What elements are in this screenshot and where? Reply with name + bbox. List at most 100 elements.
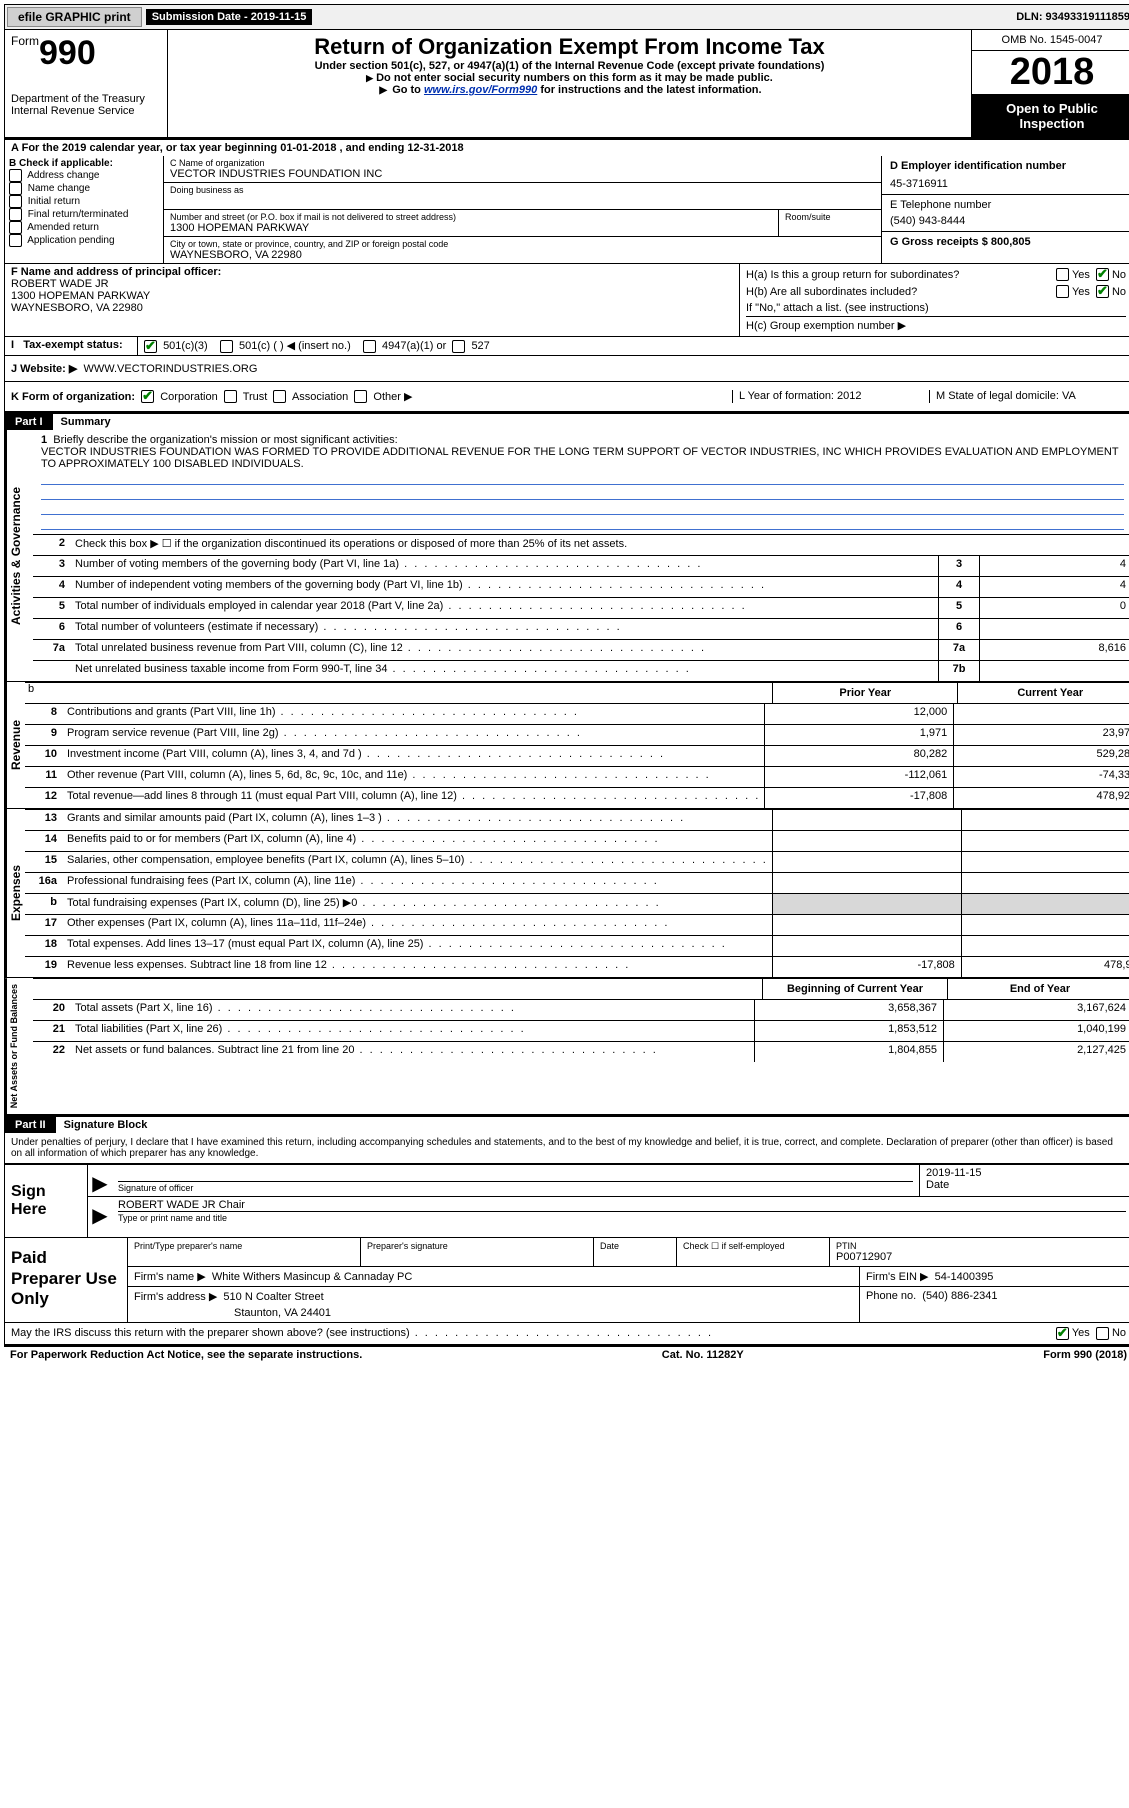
phone-label: Phone no. bbox=[866, 1290, 916, 1302]
row-i: I Tax-exempt status: 501(c)(3) 501(c) ( … bbox=[4, 337, 1129, 356]
discuss-no-checkbox[interactable] bbox=[1096, 1327, 1109, 1340]
column-b: B Check if applicable: Address change Na… bbox=[5, 156, 164, 263]
corp-checkbox[interactable] bbox=[141, 390, 154, 403]
hb-no-checkbox[interactable] bbox=[1096, 285, 1109, 298]
k-label: K Form of organization: bbox=[11, 391, 135, 403]
hc-label: H(c) Group exemption number ▶ bbox=[746, 319, 906, 332]
b-option: Initial return bbox=[9, 195, 159, 208]
summary-line: 5Total number of individuals employed in… bbox=[33, 597, 1129, 618]
opt-other: Other ▶ bbox=[373, 391, 412, 403]
org-city: WAYNESBORO, VA 22980 bbox=[170, 249, 875, 261]
footer-left: For Paperwork Reduction Act Notice, see … bbox=[10, 1349, 362, 1361]
b-checkbox[interactable] bbox=[9, 169, 22, 182]
d-label: D Employer identification number bbox=[890, 160, 1124, 172]
501c-checkbox[interactable] bbox=[220, 340, 233, 353]
discuss-yes-checkbox[interactable] bbox=[1056, 1327, 1069, 1340]
firm-addr2: Staunton, VA 24401 bbox=[134, 1307, 853, 1319]
submission-date: Submission Date - 2019-11-15 bbox=[146, 9, 313, 25]
part2-badge: Part II bbox=[5, 1117, 56, 1133]
part1-header-row: Part I Summary bbox=[4, 413, 1129, 430]
current-year-header: Current Year bbox=[957, 683, 1129, 703]
opt-corp: Corporation bbox=[160, 391, 217, 403]
4947-checkbox[interactable] bbox=[363, 340, 376, 353]
h-block: H(a) Is this a group return for subordin… bbox=[740, 264, 1129, 336]
irs-label: Internal Revenue Service bbox=[11, 105, 161, 117]
prep-sig-label: Preparer's signature bbox=[367, 1241, 587, 1251]
officer-print-name: ROBERT WADE JR Chair bbox=[118, 1199, 1126, 1211]
opt-assoc: Association bbox=[292, 391, 348, 403]
footer-mid: Cat. No. 11282Y bbox=[662, 1349, 744, 1361]
footer: For Paperwork Reduction Act Notice, see … bbox=[4, 1345, 1129, 1363]
vert-netassets: Net Assets or Fund Balances bbox=[5, 978, 33, 1114]
efile-button[interactable]: efile GRAPHIC print bbox=[7, 7, 142, 27]
summary-line: 12Total revenue—add lines 8 through 11 (… bbox=[25, 787, 1129, 808]
officer-addr1: 1300 HOPEMAN PARKWAY bbox=[11, 290, 733, 302]
sign-here-block: Sign Here ▶ Signature of officer 2019-11… bbox=[4, 1164, 1129, 1238]
opt-501c3: 501(c)(3) bbox=[163, 340, 208, 352]
open-public-badge: Open to Public Inspection bbox=[972, 95, 1129, 137]
vert-activities: Activities & Governance bbox=[5, 430, 33, 681]
activities-section: Activities & Governance 1 Briefly descri… bbox=[4, 430, 1129, 682]
opt-4947: 4947(a)(1) or bbox=[382, 340, 446, 352]
expenses-section: Expenses 13Grants and similar amounts pa… bbox=[4, 809, 1129, 978]
b-checkbox[interactable] bbox=[9, 208, 22, 221]
501c3-checkbox[interactable] bbox=[144, 340, 157, 353]
officer-name: ROBERT WADE JR bbox=[11, 278, 733, 290]
form-subtitle: Under section 501(c), 527, or 4947(a)(1)… bbox=[172, 60, 967, 72]
b-checkbox[interactable] bbox=[9, 234, 22, 247]
vert-expenses: Expenses bbox=[5, 809, 25, 977]
part2-header-row: Part II Signature Block bbox=[4, 1115, 1129, 1133]
527-checkbox[interactable] bbox=[452, 340, 465, 353]
tax-year: 2018 bbox=[972, 51, 1129, 95]
ptin-value: P00712907 bbox=[836, 1251, 1126, 1263]
phone-value: (540) 943-8444 bbox=[890, 215, 1124, 227]
opt-527: 527 bbox=[471, 340, 489, 352]
b-header: B Check if applicable: bbox=[9, 158, 159, 169]
form-note1: Do not enter social security numbers on … bbox=[172, 72, 967, 84]
b-checkbox[interactable] bbox=[9, 195, 22, 208]
summary-line: 20Total assets (Part X, line 16)3,658,36… bbox=[33, 999, 1129, 1020]
summary-line: 4Number of independent voting members of… bbox=[33, 576, 1129, 597]
summary-line: 11Other revenue (Part VIII, column (A), … bbox=[25, 766, 1129, 787]
type-name-label: Type or print name and title bbox=[118, 1211, 1126, 1223]
discuss-yes: Yes bbox=[1072, 1327, 1090, 1340]
trust-checkbox[interactable] bbox=[224, 390, 237, 403]
ha-no-checkbox[interactable] bbox=[1096, 268, 1109, 281]
assoc-checkbox[interactable] bbox=[273, 390, 286, 403]
dept-label: Department of the Treasury bbox=[11, 93, 161, 105]
form990-link[interactable]: www.irs.gov/Form990 bbox=[424, 84, 537, 96]
ptin-label: PTIN bbox=[836, 1241, 1126, 1251]
e-label: E Telephone number bbox=[890, 199, 1124, 211]
paid-preparer-label: Paid Preparer Use Only bbox=[5, 1238, 128, 1322]
form-prefix: Form bbox=[11, 34, 39, 48]
website-value: WWW.VECTORINDUSTRIES.ORG bbox=[83, 363, 257, 375]
officer-addr2: WAYNESBORO, VA 22980 bbox=[11, 302, 733, 314]
yes-label: Yes bbox=[1072, 269, 1090, 281]
column-c: C Name of organization VECTOR INDUSTRIES… bbox=[164, 156, 881, 263]
form-header: Form990 Department of the Treasury Inter… bbox=[4, 30, 1129, 138]
form-title: Return of Organization Exempt From Incom… bbox=[172, 34, 967, 60]
b-option: Final return/terminated bbox=[9, 208, 159, 221]
b-option: Amended return bbox=[9, 221, 159, 234]
summary-line: 21Total liabilities (Part X, line 26)1,8… bbox=[33, 1020, 1129, 1041]
row-a: A For the 2019 calendar year, or tax yea… bbox=[4, 138, 1129, 156]
other-checkbox[interactable] bbox=[354, 390, 367, 403]
firm-name-label: Firm's name ▶ bbox=[134, 1271, 206, 1283]
note2-pre: Go to bbox=[392, 84, 424, 96]
hb-yes-checkbox[interactable] bbox=[1056, 285, 1069, 298]
org-address: 1300 HOPEMAN PARKWAY bbox=[170, 222, 772, 234]
g-label: G Gross receipts $ 800,805 bbox=[890, 236, 1124, 248]
ha-yes-checkbox[interactable] bbox=[1056, 268, 1069, 281]
begin-year-header: Beginning of Current Year bbox=[762, 979, 947, 999]
ha-label: H(a) Is this a group return for subordin… bbox=[746, 269, 1056, 281]
line2-text: Check this box ▶ ☐ if the organization d… bbox=[71, 535, 1129, 555]
b-option: Application pending bbox=[9, 234, 159, 247]
b-checkbox[interactable] bbox=[9, 182, 22, 195]
revenue-section: Revenue b Prior Year Current Year 8Contr… bbox=[4, 682, 1129, 809]
no-label: No bbox=[1112, 286, 1126, 298]
summary-line: 15Salaries, other compensation, employee… bbox=[25, 851, 1129, 872]
firm-ein: 54-1400395 bbox=[935, 1271, 994, 1283]
dln: DLN: 93493319111859 bbox=[1016, 11, 1129, 23]
b-checkbox[interactable] bbox=[9, 221, 22, 234]
header-center: Return of Organization Exempt From Incom… bbox=[168, 30, 971, 137]
